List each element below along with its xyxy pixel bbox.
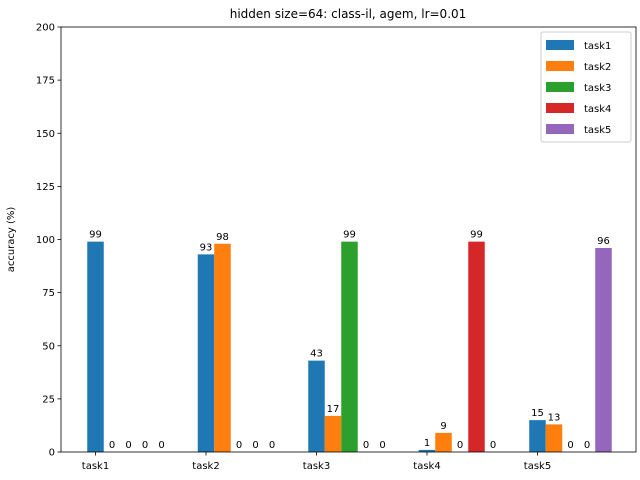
bar-value-label: 1	[424, 438, 430, 449]
x-tick-label: task2	[192, 461, 219, 472]
bar-value-label: 0	[379, 440, 385, 451]
x-tick-label: task3	[303, 461, 330, 472]
legend-swatch-task4	[546, 103, 574, 113]
y-axis-label: accuracy (%)	[6, 207, 17, 273]
bar-task2-task4	[435, 432, 452, 452]
bar-value-label: 98	[216, 232, 229, 243]
bar-task2-task5	[545, 424, 563, 452]
bar-value-label: 0	[269, 440, 275, 451]
bar-value-label: 99	[89, 230, 102, 241]
bar-task2-task3	[324, 415, 342, 452]
x-axis-ticks: task1 task2 task3 task4 task5	[82, 452, 551, 472]
bar-task5-task5	[595, 248, 612, 452]
bar-value-label: 0	[490, 440, 496, 451]
y-tick-label: 125	[36, 182, 55, 193]
legend-swatch-task1	[546, 40, 574, 50]
legend-label-task5: task5	[584, 125, 611, 136]
legend-swatch-task3	[546, 82, 574, 92]
bar-task1-task5	[529, 420, 546, 452]
bar-value-label: 0	[109, 440, 115, 451]
y-tick-label: 175	[36, 76, 55, 87]
legend-swatch-task5	[546, 124, 574, 134]
y-tick-label: 100	[36, 235, 55, 246]
bar-value-label: 9	[440, 421, 446, 432]
bar-task2-task2	[214, 243, 231, 452]
bar-task1-task3	[308, 360, 325, 452]
bar-value-label: 0	[584, 440, 590, 451]
bar-value-label: 0	[236, 440, 242, 451]
bar-value-label: 99	[343, 230, 356, 241]
x-tick-label: task4	[413, 461, 440, 472]
bar-value-label: 93	[200, 242, 213, 253]
x-tick-label: task5	[524, 461, 551, 472]
bar-value-label: 0	[567, 440, 573, 451]
y-tick-label: 75	[42, 288, 55, 299]
bar-value-label: 0	[142, 440, 148, 451]
chart-title: hidden size=64: class-il, agem, lr=0.01	[230, 7, 467, 21]
y-tick-label: 0	[49, 448, 55, 459]
legend-label-task1: task1	[584, 41, 611, 52]
bar-value-label: 0	[252, 440, 258, 451]
bars-group	[87, 241, 612, 452]
legend-box	[540, 31, 632, 143]
legend-label-task3: task3	[584, 83, 611, 94]
bar-value-label: 0	[158, 440, 164, 451]
legend-swatch-task2	[546, 61, 574, 71]
y-tick-label: 50	[42, 341, 55, 352]
y-tick-label: 150	[36, 129, 55, 140]
bar-value-label: 99	[470, 230, 483, 241]
bar-task1-task1	[87, 241, 104, 452]
bar-task1-task4	[418, 449, 436, 452]
y-axis-ticks: 0 25 50 75 100 125 150 175 200	[36, 23, 61, 459]
bar-value-label: 0	[457, 440, 463, 451]
bar-value-label: 13	[548, 412, 561, 423]
legend: task1 task2 task3 task4 task5	[540, 31, 632, 143]
bar-value-label: 43	[310, 349, 323, 360]
y-tick-label: 200	[36, 23, 55, 34]
bar-value-label: 0	[125, 440, 131, 451]
legend-label-task4: task4	[584, 104, 611, 115]
x-tick-label: task1	[82, 461, 109, 472]
bar-value-label: 0	[363, 440, 369, 451]
plot-frame	[60, 26, 637, 453]
bar-task3-task3	[341, 241, 358, 452]
y-tick-label: 25	[42, 394, 55, 405]
bar-task1-task2	[197, 254, 215, 452]
bar-value-label: 96	[597, 236, 610, 247]
bar-value-label: 15	[531, 408, 544, 419]
bar-value-label: 17	[327, 404, 340, 415]
bar-task4-task4	[468, 241, 485, 452]
legend-label-task2: task2	[584, 62, 611, 73]
